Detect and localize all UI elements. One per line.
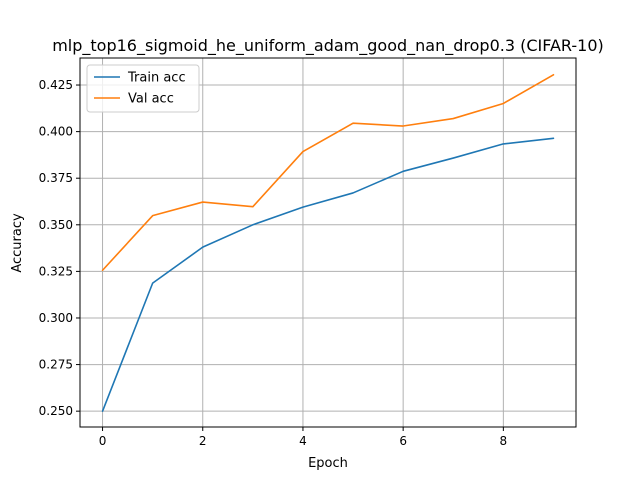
- x-tick-label: 8: [500, 434, 508, 448]
- plot-frame: [79, 57, 577, 428]
- y-tick-label: 0.350: [39, 218, 73, 232]
- series-layer: [101, 73, 555, 412]
- y-tick-label: 0.300: [39, 311, 73, 325]
- legend-label-val-acc: Val acc: [128, 92, 174, 107]
- y-axis-label: Accuracy: [10, 213, 25, 273]
- grid-layer: [80, 58, 576, 427]
- x-tick-label: 2: [199, 434, 207, 448]
- series-line-val-acc: [101, 73, 555, 272]
- y-tick-label: 0.325: [39, 264, 73, 278]
- y-tick-label: 0.250: [39, 404, 73, 418]
- x-tick-label: 4: [299, 434, 307, 448]
- x-axis-label: Epoch: [308, 456, 348, 471]
- y-tick-label: 0.425: [39, 78, 73, 92]
- x-tick-label: 0: [99, 434, 107, 448]
- x-tick-label: 6: [399, 434, 407, 448]
- legend: Train acc Val acc: [86, 64, 200, 113]
- y-tick-label: 0.275: [39, 358, 73, 372]
- x-axis: 0 2 4 6 8: [99, 427, 507, 448]
- y-tick-label: 0.400: [39, 125, 73, 139]
- series-line-train-acc: [101, 137, 555, 412]
- y-axis: 0.250 0.275 0.300 0.325 0.350 0.375 0.400 0.425: [39, 78, 80, 418]
- y-tick-label: 0.375: [39, 171, 73, 185]
- chart-title: mlp_top16_sigmoid_he_uniform_adam_good_n…: [52, 36, 604, 56]
- legend-label-train-acc: Train acc: [127, 71, 186, 86]
